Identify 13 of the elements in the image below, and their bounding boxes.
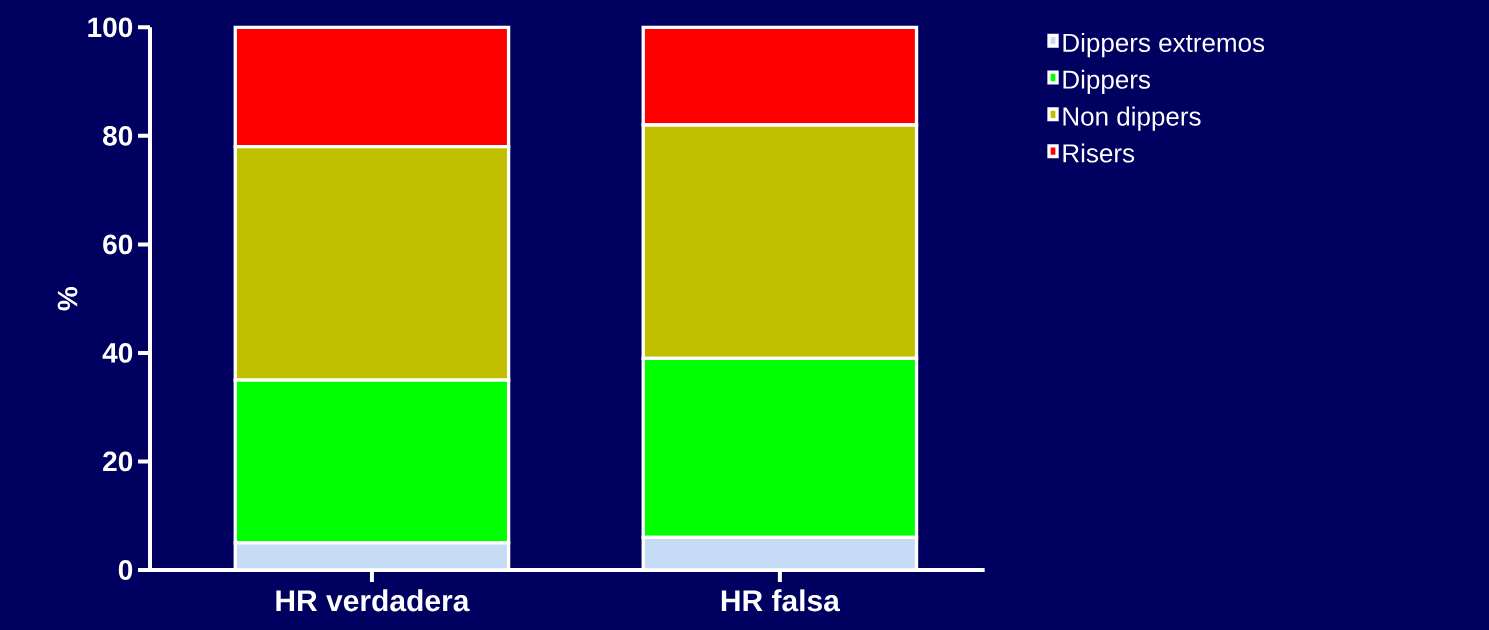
y-tick-label: 100 <box>88 17 133 38</box>
legend-label: Dippers extremos <box>1063 32 1265 58</box>
legend-label: Non dippers <box>1063 106 1201 131</box>
legend-label: Dippers <box>1063 69 1150 94</box>
y-tick-label: 80 <box>103 125 133 146</box>
legend-label: Risers <box>1063 143 1135 163</box>
x-tick-label: HR falsa <box>721 589 841 612</box>
y-axis-title: % <box>57 286 78 311</box>
x-tick-label: HR verdadera <box>276 589 470 612</box>
y-tick-label: 0 <box>118 560 133 580</box>
y-tick-label: 20 <box>103 451 133 472</box>
y-tick-label: 40 <box>102 343 133 363</box>
y-tick-label: 60 <box>103 234 133 255</box>
